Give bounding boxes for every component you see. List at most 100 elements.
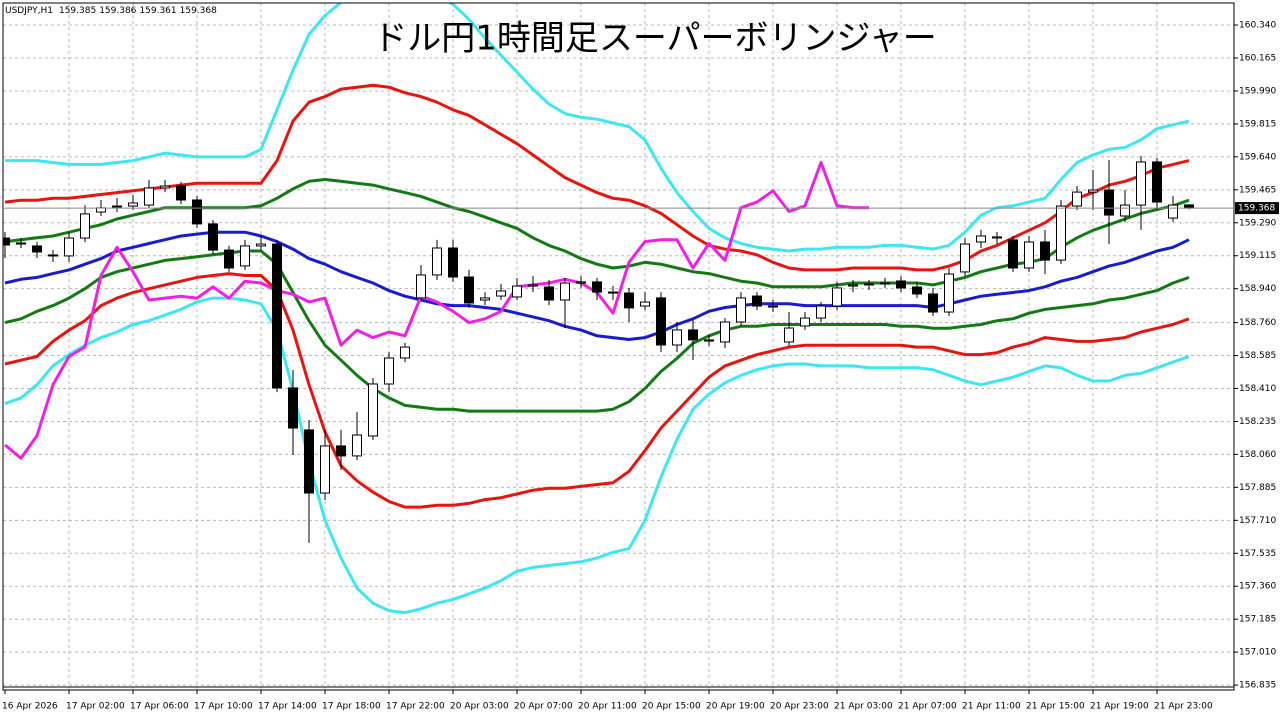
band-line [4, 296, 1190, 615]
chart-title: ドル円1時間足スーパーボリンジャー [373, 19, 937, 59]
band-line [4, 230, 1190, 341]
y-tick-label: 159.815 [1239, 119, 1276, 129]
symbol: USDJPY,H1 [5, 6, 53, 16]
candle-body [1024, 241, 1034, 269]
candle-body [448, 247, 458, 278]
candle-body [880, 282, 890, 285]
candle-body [496, 290, 506, 297]
candle-body [832, 287, 842, 307]
y-tick-label: 156.835 [1239, 681, 1276, 691]
candle-body [592, 281, 602, 293]
candle-body [528, 284, 538, 287]
candle-body [432, 247, 442, 276]
x-tick-label: 20 Apr 07:00 [514, 702, 573, 712]
candle-body [768, 305, 778, 308]
candle-body [912, 286, 922, 295]
candle-body [192, 199, 202, 225]
high-value: 159.386 [99, 6, 136, 16]
y-tick-label: 158.410 [1239, 384, 1276, 394]
candle-body [656, 297, 666, 346]
x-tick-label: 20 Apr 03:00 [450, 702, 509, 712]
candle-body [816, 305, 826, 319]
y-tick-label: 157.710 [1239, 516, 1276, 526]
x-tick-label: 16 Apr 2026 [2, 702, 58, 712]
y-tick-label: 160.340 [1239, 21, 1276, 31]
band-line [4, 272, 1190, 509]
candle-body [480, 297, 490, 301]
y-tick-label: 158.585 [1239, 351, 1276, 361]
candle-body [3, 237, 10, 246]
open-value: 159.385 [59, 6, 96, 16]
candle-body [1152, 161, 1162, 203]
candle-body [112, 205, 122, 208]
y-tick-label: 158.235 [1239, 417, 1276, 427]
x-tick-label: 21 Apr 11:00 [962, 702, 1021, 712]
candle-body [32, 245, 42, 253]
candle-body [576, 281, 586, 284]
candle-body [80, 213, 90, 239]
candle-body [896, 280, 906, 289]
close-value: 159.368 [180, 6, 217, 16]
y-tick-label: 159.990 [1239, 86, 1276, 96]
x-tick-label: 17 Apr 10:00 [194, 702, 253, 712]
candles [3, 155, 1194, 543]
candle-body [1120, 204, 1130, 217]
plot-frame [2, 2, 1235, 691]
y-tick-label: 158.760 [1239, 318, 1276, 328]
candle-body [384, 357, 394, 385]
candle-body [736, 297, 746, 323]
y-tick-label: 157.185 [1239, 615, 1276, 625]
y-tick-label: 159.290 [1239, 218, 1276, 228]
last-price-label: 159.368 [1238, 204, 1275, 214]
y-tick-label: 159.640 [1239, 152, 1276, 162]
low-value: 159.361 [139, 6, 176, 16]
y-tick-label: 160.165 [1239, 53, 1276, 63]
candle-body [320, 445, 330, 494]
candle-body [1104, 189, 1114, 216]
band-line [4, 83, 1190, 272]
header: USDJPY,H1 159.385 159.386 159.361 159.368 [5, 6, 217, 16]
candle-body [416, 274, 426, 299]
candle-body [864, 283, 874, 286]
band-line [4, 249, 1190, 413]
candle-body [928, 293, 938, 313]
candle-body [16, 242, 26, 245]
candle-body [336, 445, 346, 457]
candle-body [368, 383, 378, 437]
x-tick-label: 20 Apr 15:00 [642, 702, 701, 712]
candle-body [1040, 241, 1050, 261]
candle-body [1056, 205, 1066, 261]
candle-body [272, 243, 282, 389]
candle-body [288, 387, 298, 429]
candle-body [304, 429, 314, 494]
candle-body [512, 285, 522, 298]
candle-body [992, 236, 1002, 239]
candle-body [720, 321, 730, 343]
candle-body [48, 254, 58, 257]
candle-body [1168, 204, 1178, 219]
band-line [5, 3, 1190, 253]
y-tick-label: 157.885 [1239, 483, 1276, 493]
x-tick-label: 17 Apr 22:00 [386, 702, 445, 712]
y-tick-label: 157.360 [1239, 582, 1276, 592]
candle-body [688, 329, 698, 341]
x-tick-label: 20 Apr 23:00 [770, 702, 829, 712]
x-tick-label: 21 Apr 19:00 [1090, 702, 1149, 712]
candle-body [800, 317, 810, 327]
candle-body [128, 202, 138, 207]
candle-body [784, 327, 794, 343]
bands [4, 3, 1190, 615]
candle-body [1136, 161, 1146, 206]
candle-body [1088, 189, 1098, 193]
grid [3, 3, 1234, 690]
candle-body [160, 185, 170, 189]
x-tick-label: 17 Apr 14:00 [258, 702, 317, 712]
x-tick-label: 21 Apr 03:00 [834, 702, 893, 712]
candle-body [176, 185, 186, 201]
candle-body [240, 245, 250, 267]
candle-body [64, 237, 74, 257]
last-price-box [1235, 202, 1279, 215]
y-tick-label: 157.535 [1239, 549, 1276, 559]
